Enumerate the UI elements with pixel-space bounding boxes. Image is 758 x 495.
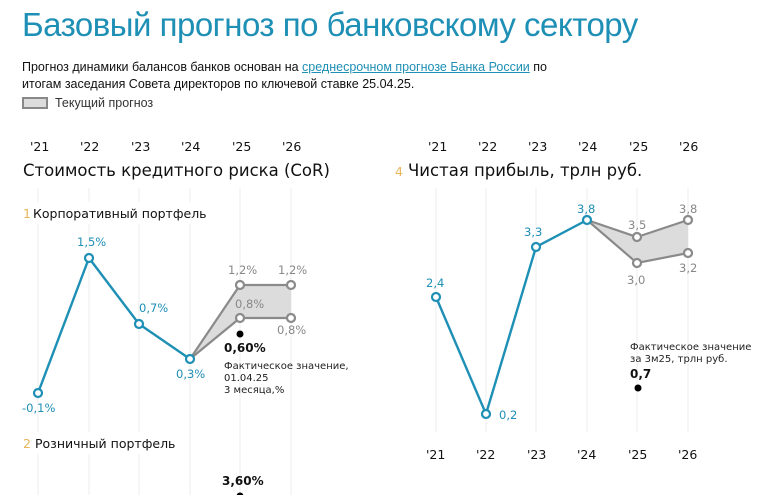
year-label: '21 xyxy=(428,139,447,154)
year-label: '24 xyxy=(578,139,597,154)
actual-note: 3 месяца,% xyxy=(224,385,284,396)
data-point xyxy=(83,252,95,264)
retail-actual-dot xyxy=(236,492,244,495)
year-label: '23 xyxy=(527,447,546,462)
data-point xyxy=(430,291,442,303)
actual-note: 01.04.25 xyxy=(224,373,269,384)
data-label: -0,1% xyxy=(22,401,55,415)
data-point xyxy=(184,353,196,365)
corporate-portfolio-subtitle: Корпоративный портфель xyxy=(33,206,207,221)
data-point xyxy=(631,231,643,243)
data-label: 0,7% xyxy=(139,301,168,315)
actual-value: 0,60% xyxy=(224,341,266,355)
data-point xyxy=(285,312,297,324)
data-point xyxy=(682,214,694,226)
data-point xyxy=(581,214,593,226)
data-label: 3,5 xyxy=(628,218,646,232)
data-label: 3,2 xyxy=(679,261,697,275)
year-label: '26 xyxy=(678,447,697,462)
data-point xyxy=(234,279,246,291)
retail-actual-value: 3,60% xyxy=(222,474,264,488)
section-number: 2 xyxy=(23,436,31,451)
actual-note: Фактическое значение, xyxy=(224,361,349,372)
actual-note: Фактическое значение xyxy=(630,342,751,353)
data-point xyxy=(133,318,145,330)
data-label: 3,8 xyxy=(679,202,697,216)
year-label: '21 xyxy=(30,139,49,154)
data-label: 0,3% xyxy=(176,367,205,381)
year-label: '22 xyxy=(80,139,99,154)
legend-swatch-icon xyxy=(22,97,48,109)
data-label: 1,2% xyxy=(228,263,257,277)
actual-line xyxy=(434,218,588,418)
cor-chart-title: Стоимость кредитного риска (CoR) xyxy=(23,161,330,180)
data-label: 1,2% xyxy=(278,263,307,277)
year-label: '23 xyxy=(131,139,150,154)
year-label: '25 xyxy=(629,139,648,154)
data-point xyxy=(480,408,492,420)
actual-note: за 3м25, трлн руб. xyxy=(630,354,728,365)
data-point xyxy=(32,387,44,399)
year-label: '25 xyxy=(628,447,647,462)
legend-label: Текущий прогноз xyxy=(55,96,154,110)
data-point xyxy=(530,241,542,253)
data-label: 3,0 xyxy=(627,273,645,287)
data-point xyxy=(285,279,297,291)
data-label: 0,8% xyxy=(277,323,306,337)
data-label: 3,8 xyxy=(577,202,595,216)
data-point xyxy=(631,257,643,269)
section-number: 4 xyxy=(395,164,403,179)
page-title: Базовый прогноз по банковскому сектору xyxy=(22,6,638,43)
forecast-band xyxy=(190,285,291,359)
year-label: '26 xyxy=(679,139,698,154)
year-label: '24 xyxy=(577,447,596,462)
data-label: 2,4 xyxy=(426,276,444,290)
year-label: '25 xyxy=(232,139,251,154)
actual-value-dot xyxy=(236,330,244,338)
year-label: '24 xyxy=(181,139,200,154)
data-label: 1,5% xyxy=(77,235,106,249)
year-label: '26 xyxy=(282,139,301,154)
actual-line xyxy=(36,255,191,394)
data-point xyxy=(682,247,694,259)
actual-value-dot xyxy=(634,384,642,392)
right-year-axis-bottom: '21 '22 '23 '24 '25 '26 xyxy=(426,447,697,462)
right-gridlines xyxy=(435,188,689,432)
data-label: 0,8% xyxy=(235,297,264,311)
data-label: 0,2 xyxy=(499,408,517,422)
year-label: '22 xyxy=(476,447,495,462)
profit-chart-title: Чистая прибыль, трлн руб. xyxy=(408,161,642,180)
legend: Текущий прогноз xyxy=(22,96,153,110)
data-label: 3,3 xyxy=(524,225,542,239)
actual-value: 0,7 xyxy=(630,367,651,381)
data-point xyxy=(234,312,246,324)
forecast-link[interactable]: среднесрочном прогнозе Банка России xyxy=(302,60,530,74)
left-year-axis: '21 '22 '23 '24 '25 '26 xyxy=(30,139,301,154)
page-description: Прогноз динамики балансов банков основан… xyxy=(22,59,582,93)
description-text: Прогноз динамики балансов банков основан… xyxy=(22,60,303,74)
right-year-axis-top: '21 '22 '23 '24 '25 '26 xyxy=(428,139,698,154)
year-label: '23 xyxy=(528,139,547,154)
section-number: 1 xyxy=(23,206,31,221)
year-label: '22 xyxy=(478,139,497,154)
description-text-tail: по итогам заседания Совета директоров по… xyxy=(22,60,547,91)
year-label: '21 xyxy=(426,447,445,462)
retail-portfolio-subtitle: Розничный портфель xyxy=(35,436,175,451)
